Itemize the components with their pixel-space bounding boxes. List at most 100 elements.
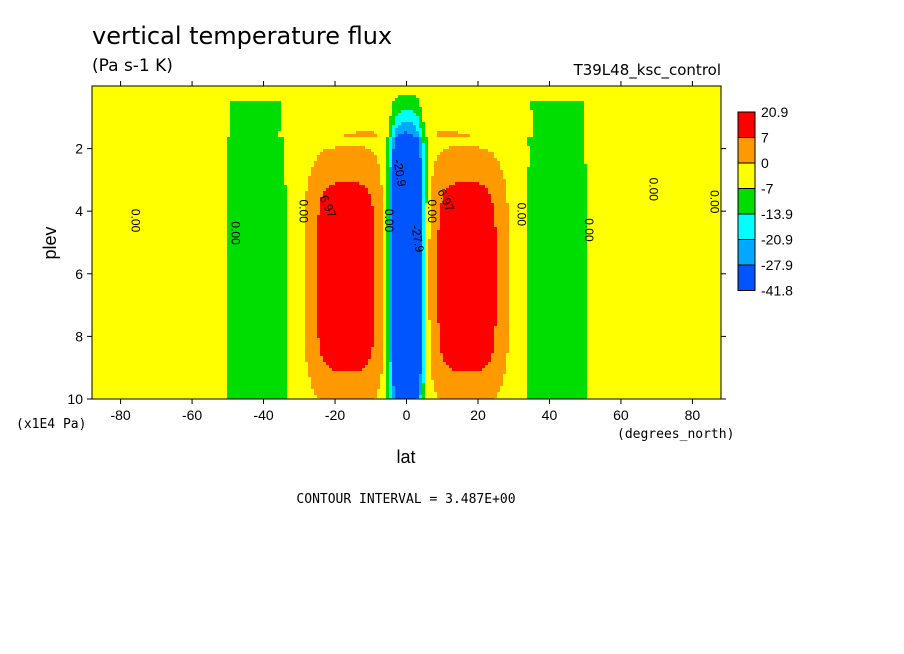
field-cell bbox=[125, 155, 129, 159]
field-cell bbox=[527, 113, 531, 117]
field-cell bbox=[662, 125, 666, 129]
field-cell bbox=[449, 131, 453, 135]
field-cell bbox=[161, 149, 165, 153]
field-cell bbox=[341, 128, 345, 132]
field-cell bbox=[317, 125, 321, 129]
field-cell bbox=[416, 107, 420, 111]
field-cell bbox=[665, 107, 669, 111]
field-cell bbox=[362, 140, 366, 144]
field-cell bbox=[404, 92, 408, 96]
field-cell bbox=[488, 89, 492, 93]
field-cell bbox=[659, 128, 663, 132]
field-cell bbox=[413, 122, 417, 126]
field-cell bbox=[149, 86, 153, 90]
field-cell bbox=[500, 95, 504, 99]
field-cell bbox=[458, 146, 462, 150]
field-cell bbox=[623, 104, 627, 108]
field-cell bbox=[398, 113, 402, 117]
field-cell bbox=[476, 107, 480, 111]
field-cell bbox=[716, 110, 720, 114]
field-cell bbox=[617, 92, 621, 96]
field-cell bbox=[233, 146, 237, 150]
field-cell bbox=[98, 146, 102, 150]
field-cell bbox=[446, 131, 450, 135]
field-cell bbox=[665, 104, 669, 108]
field-cell bbox=[470, 95, 474, 99]
field-cell bbox=[179, 122, 183, 126]
field-cell bbox=[389, 107, 393, 111]
field-cell bbox=[479, 134, 483, 138]
field-cell bbox=[485, 98, 489, 102]
field-cell bbox=[206, 155, 210, 159]
field-cell bbox=[449, 92, 453, 96]
field-cell bbox=[347, 137, 351, 141]
field-cell bbox=[488, 116, 492, 120]
field-cell bbox=[590, 101, 594, 105]
field-cell bbox=[314, 134, 318, 138]
field-cell bbox=[683, 143, 687, 147]
field-cell bbox=[515, 89, 519, 93]
field-cell bbox=[404, 113, 408, 117]
field-cell bbox=[365, 98, 369, 102]
field-cell bbox=[704, 140, 708, 144]
field-cell bbox=[92, 104, 96, 108]
field-cell bbox=[326, 155, 330, 159]
field-cell bbox=[563, 131, 567, 135]
field-cell bbox=[584, 95, 588, 99]
field-cell bbox=[380, 137, 384, 141]
field-cell bbox=[581, 155, 585, 159]
field-cell bbox=[338, 134, 342, 138]
field-cell bbox=[332, 86, 336, 90]
field-cell bbox=[302, 137, 306, 141]
field-cell bbox=[677, 113, 681, 117]
field-cell bbox=[617, 86, 621, 90]
field-cell bbox=[545, 125, 549, 129]
field-cell bbox=[161, 98, 165, 102]
field-cell bbox=[317, 107, 321, 111]
field-cell bbox=[605, 107, 609, 111]
field-cell bbox=[320, 125, 324, 129]
field-cell bbox=[269, 152, 273, 156]
field-cell bbox=[119, 119, 123, 123]
field-cell bbox=[293, 104, 297, 108]
field-cell bbox=[569, 101, 573, 105]
field-cell bbox=[410, 134, 414, 138]
field-cell bbox=[146, 149, 150, 153]
field-cell bbox=[293, 119, 297, 123]
field-cell bbox=[707, 104, 711, 108]
field-cell bbox=[518, 140, 522, 144]
field-cell bbox=[218, 146, 222, 150]
field-cell bbox=[125, 89, 129, 93]
field-cell bbox=[530, 113, 534, 117]
field-cell bbox=[131, 125, 135, 129]
field-cell bbox=[641, 98, 645, 102]
field-cell bbox=[236, 131, 240, 135]
field-cell bbox=[461, 140, 465, 144]
field-cell bbox=[401, 89, 405, 93]
field-cell bbox=[449, 101, 453, 105]
field-cell bbox=[533, 125, 537, 129]
field-cell bbox=[506, 113, 510, 117]
field-cell bbox=[626, 116, 630, 120]
field-cell bbox=[695, 92, 699, 96]
field-cell bbox=[440, 92, 444, 96]
field-cell bbox=[698, 107, 702, 111]
field-cell bbox=[101, 137, 105, 141]
field-cell bbox=[137, 122, 141, 126]
field-cell bbox=[401, 101, 405, 105]
field-cell bbox=[533, 122, 537, 126]
field-cell bbox=[449, 98, 453, 102]
field-cell bbox=[293, 155, 297, 159]
field-cell bbox=[308, 98, 312, 102]
field-cell bbox=[242, 101, 246, 105]
field-cell bbox=[485, 119, 489, 123]
field-cell bbox=[206, 125, 210, 129]
field-cell bbox=[149, 119, 153, 123]
field-cell bbox=[413, 116, 417, 120]
field-cell bbox=[575, 131, 579, 135]
field-cell bbox=[488, 107, 492, 111]
field-cell bbox=[107, 98, 111, 102]
field-cell bbox=[446, 101, 450, 105]
field-cell bbox=[590, 113, 594, 117]
field-cell bbox=[104, 95, 108, 99]
